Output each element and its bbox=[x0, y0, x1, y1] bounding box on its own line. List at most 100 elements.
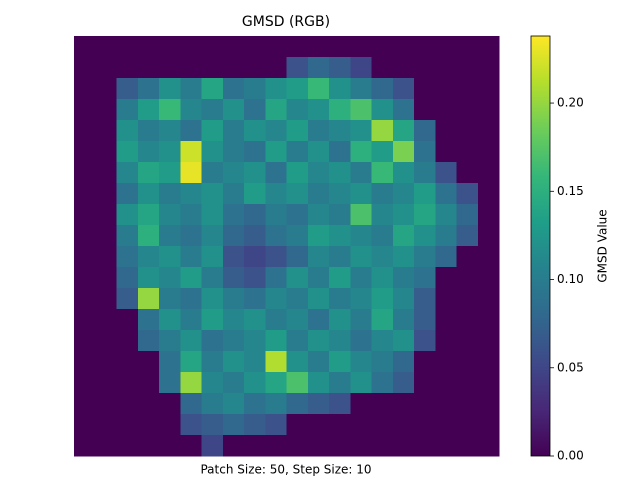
heatmap-cell bbox=[371, 99, 394, 121]
heatmap-cell bbox=[456, 120, 479, 142]
heatmap-cell bbox=[201, 225, 224, 247]
heatmap-cell bbox=[201, 99, 224, 121]
heatmap-cell bbox=[95, 330, 118, 352]
heatmap-cell bbox=[286, 435, 309, 457]
heatmap-cell bbox=[371, 330, 394, 352]
heatmap-cell bbox=[350, 435, 373, 457]
heatmap-cell bbox=[95, 309, 118, 331]
heatmap-cell bbox=[74, 309, 96, 331]
heatmap-cell bbox=[435, 141, 458, 163]
heatmap-cell bbox=[180, 267, 203, 289]
heatmap-cell bbox=[307, 225, 330, 247]
heatmap-cell bbox=[307, 162, 330, 184]
heatmap-cell bbox=[414, 99, 436, 121]
heatmap-cell bbox=[159, 183, 181, 205]
heatmap-cell bbox=[371, 351, 394, 373]
heatmap-cell bbox=[477, 372, 500, 394]
heatmap-cell bbox=[116, 225, 139, 247]
heatmap-cell bbox=[137, 414, 160, 436]
heatmap-cell bbox=[371, 204, 394, 226]
heatmap-cell bbox=[201, 414, 224, 436]
heatmap-cell bbox=[477, 183, 500, 205]
heatmap-cell bbox=[435, 435, 458, 457]
heatmap-cell bbox=[116, 309, 139, 331]
heatmap-cell bbox=[116, 414, 139, 436]
heatmap-cell bbox=[435, 120, 458, 142]
heatmap-cell bbox=[180, 414, 203, 436]
heatmap-cell bbox=[477, 393, 500, 415]
heatmap-cell bbox=[244, 225, 266, 247]
heatmap-cell bbox=[265, 267, 288, 289]
heatmap-cell bbox=[307, 78, 330, 100]
heatmap-cell bbox=[392, 204, 415, 226]
heatmap-cell bbox=[286, 162, 309, 184]
heatmap-cell bbox=[201, 330, 224, 352]
heatmap-cell bbox=[244, 183, 266, 205]
heatmap-cell bbox=[265, 204, 288, 226]
heatmap-cell bbox=[137, 435, 160, 457]
heatmap-cell bbox=[350, 309, 373, 331]
heatmap-cell bbox=[329, 99, 351, 121]
heatmap-cell bbox=[435, 414, 458, 436]
heatmap-cell bbox=[350, 246, 373, 268]
heatmap-cell bbox=[244, 57, 266, 79]
heatmap-cell bbox=[477, 309, 500, 331]
heatmap-cell bbox=[265, 36, 288, 58]
heatmap-cell bbox=[414, 330, 436, 352]
heatmap-cell bbox=[180, 57, 203, 79]
heatmap-cell bbox=[74, 183, 96, 205]
heatmap-cell bbox=[265, 372, 288, 394]
heatmap-cell bbox=[350, 141, 373, 163]
heatmap-cell bbox=[286, 141, 309, 163]
heatmap-cell bbox=[116, 330, 139, 352]
heatmap-cell bbox=[222, 351, 245, 373]
heatmap-cell bbox=[222, 99, 245, 121]
heatmap-cell bbox=[201, 141, 224, 163]
heatmap-cell bbox=[159, 330, 181, 352]
heatmap-cell bbox=[180, 330, 203, 352]
heatmap-cell bbox=[137, 36, 160, 58]
heatmap-cell bbox=[307, 204, 330, 226]
heatmap-cell bbox=[159, 351, 181, 373]
heatmap-cell bbox=[392, 57, 415, 79]
heatmap-cell bbox=[456, 78, 479, 100]
heatmap-cell bbox=[392, 162, 415, 184]
heatmap-cell bbox=[180, 204, 203, 226]
heatmap-cell bbox=[329, 330, 351, 352]
heatmap-cell bbox=[244, 78, 266, 100]
heatmap-cell bbox=[74, 99, 96, 121]
heatmap-cell bbox=[456, 204, 479, 226]
heatmap-cell bbox=[350, 162, 373, 184]
heatmap-cell bbox=[180, 246, 203, 268]
heatmap-cell bbox=[201, 36, 224, 58]
heatmap-cell bbox=[456, 36, 479, 58]
heatmap-cell bbox=[74, 120, 96, 142]
heatmap-cell bbox=[74, 225, 96, 247]
colorbar-tick-label: 0.10 bbox=[557, 272, 584, 286]
heatmap-cell bbox=[180, 288, 203, 310]
heatmap-cell bbox=[371, 225, 394, 247]
heatmap-cell bbox=[392, 414, 415, 436]
heatmap-cell bbox=[392, 183, 415, 205]
x-axis-label: Patch Size: 50, Step Size: 10 bbox=[200, 463, 371, 477]
heatmap-cell bbox=[95, 183, 118, 205]
heatmap-cell bbox=[137, 330, 160, 352]
heatmap-cell bbox=[159, 267, 181, 289]
heatmap-cell bbox=[456, 309, 479, 331]
heatmap-cell bbox=[392, 246, 415, 268]
heatmap-cell bbox=[477, 162, 500, 184]
heatmap-cell bbox=[329, 267, 351, 289]
heatmap-cell bbox=[477, 288, 500, 310]
heatmap-cell bbox=[435, 309, 458, 331]
heatmap-cell bbox=[307, 183, 330, 205]
heatmap-cell bbox=[244, 393, 266, 415]
heatmap-cell bbox=[74, 246, 96, 268]
heatmap-cell bbox=[265, 414, 288, 436]
heatmap-cell bbox=[159, 246, 181, 268]
heatmap-cell bbox=[201, 393, 224, 415]
heatmap-cell bbox=[435, 204, 458, 226]
heatmap-cell bbox=[159, 162, 181, 184]
heatmap-cell bbox=[307, 246, 330, 268]
heatmap-cell bbox=[137, 204, 160, 226]
heatmap-cell bbox=[286, 246, 309, 268]
